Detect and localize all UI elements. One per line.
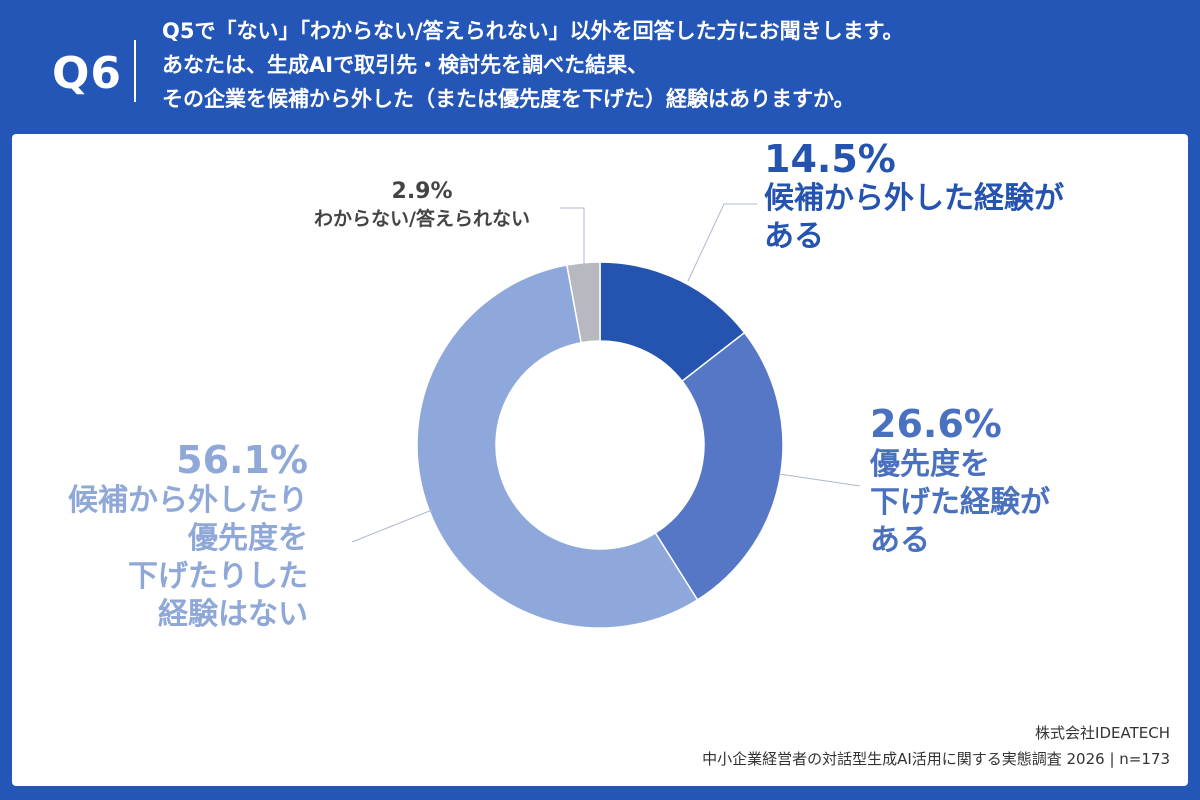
- footer-source: 中小企業経営者の対話型生成AI活用に関する実態調査 2026 | n=173: [702, 750, 1170, 768]
- slice-cat-lowered-line3: ある: [870, 523, 930, 558]
- slice-pct-none: 56.1%: [176, 438, 308, 482]
- slice-unknown-leader-line: [560, 207, 585, 264]
- slice-cat-none-line1: 候補から外したり: [68, 483, 308, 518]
- slice-lowered-leader-line: [778, 473, 861, 487]
- question-line-1: Q5で「ない」「わからない/答えられない」以外を回答した方にお聞きします。: [162, 19, 904, 43]
- header-divider: [134, 40, 136, 102]
- slice-none-leader-line: [351, 509, 433, 543]
- slice-cat-lowered-line1: 優先度を: [870, 447, 990, 482]
- question-line-3: その企業を候補から外した（または優先度を下げた）経験はありますか。: [162, 87, 855, 111]
- slice-unknown: [565, 261, 601, 344]
- question-number: Q6: [52, 48, 123, 99]
- question-line-2: あなたは、生成AIで取引先・検討先を調べた結果、: [162, 53, 649, 77]
- slice-pct-unknown: 2.9%: [391, 179, 453, 204]
- slice-label-unknown: 2.9% わからない/答えられない: [314, 178, 530, 232]
- chart-footer: 株式会社IDEATECH 中小企業経営者の対話型生成AI活用に関する実態調査 2…: [702, 720, 1170, 772]
- chart-panel: 14.5% 候補から外した経験が ある 26.6% 優先度を 下げた経験が ある…: [12, 134, 1188, 786]
- slice-removed-leader-line: [687, 203, 757, 282]
- slice-cat-removed-line2: ある: [764, 219, 824, 254]
- slice-lowered: [654, 331, 784, 601]
- slice-cat-lowered-line2: 下げた経験が: [870, 485, 1050, 520]
- slice-none: [416, 264, 699, 629]
- slice-pct-lowered: 26.6%: [870, 402, 1002, 446]
- slice-label-none: 56.1% 候補から外したり 優先度を 下げたりした 経験はない: [68, 438, 308, 634]
- footer-company: 株式会社IDEATECH: [1035, 724, 1170, 742]
- donut-chart: [351, 203, 861, 629]
- slice-label-removed: 14.5% 候補から外した経験が ある: [764, 138, 1064, 256]
- question-header: Q6 Q5で「ない」「わからない/答えられない」以外を回答した方にお聞きします。…: [0, 0, 1200, 130]
- slice-label-lowered: 26.6% 優先度を 下げた経験が ある: [870, 402, 1050, 560]
- slice-cat-none-line3: 下げたりした: [128, 559, 308, 594]
- slice-pct-removed: 14.5%: [764, 137, 896, 181]
- question-text: Q5で「ない」「わからない/答えられない」以外を回答した方にお聞きします。 あな…: [162, 14, 1182, 116]
- slice-cat-unknown: わからない/答えられない: [314, 208, 530, 230]
- slice-cat-none-line2: 優先度を: [188, 521, 308, 556]
- slice-cat-removed-line1: 候補から外した経験が: [764, 181, 1064, 216]
- slice-cat-none-line4: 経験はない: [158, 597, 308, 632]
